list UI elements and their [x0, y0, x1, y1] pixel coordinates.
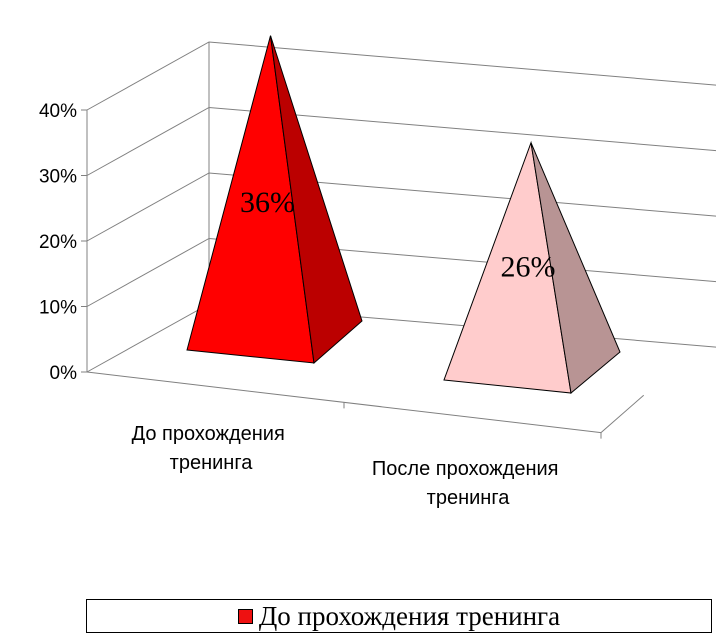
pyramid-side-face [530, 142, 621, 394]
legend-swatch [237, 608, 253, 624]
gridline [86, 106, 716, 176]
gridline [86, 237, 716, 307]
data-label-2: 26% [501, 250, 556, 283]
category-label-2: После прохождения тренинга [372, 458, 564, 509]
axes [81, 109, 645, 439]
legend-entry: До прохождения тренинга [258, 600, 561, 631]
y-axis-ticks: 0% 10% 20% 30% 40% [39, 101, 77, 384]
y-tick-label: 30% [39, 167, 77, 188]
data-label-1: 36% [240, 186, 295, 219]
y-tick-label: 0% [50, 363, 78, 384]
data-labels: 36% 26% [240, 186, 556, 283]
gridlines [86, 41, 716, 373]
category-label-line: До прохождения [132, 423, 285, 445]
y-tick-label: 10% [39, 298, 77, 319]
legend: До прохождения тренинга [86, 599, 712, 633]
floor-edge [600, 394, 645, 434]
category-label-line: После прохождения [372, 458, 559, 480]
y-tick-label: 40% [39, 101, 77, 122]
category-label-line: тренинга [427, 487, 511, 509]
y-tick-label: 20% [39, 232, 77, 253]
category-label-1: До прохождения тренинга [132, 423, 291, 474]
pyramids [186, 35, 621, 394]
gridline [86, 303, 716, 373]
pyramid-side-face [270, 35, 363, 364]
gridline [86, 41, 716, 111]
gridline [86, 172, 716, 242]
category-labels: До прохождения тренинга После прохождени… [132, 423, 564, 509]
category-label-line: тренинга [170, 452, 254, 474]
